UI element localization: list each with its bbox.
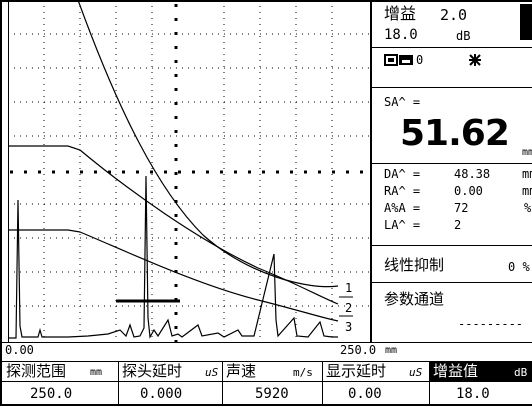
- sa-value: 51.62: [400, 113, 510, 154]
- sa-label: SA^ =: [384, 95, 421, 109]
- reject-label[interactable]: 线性抑制: [384, 256, 445, 274]
- dac-curve-3: [8, 229, 339, 322]
- gain-indicator: [520, 4, 532, 40]
- param-bar-mid: [0, 381, 532, 382]
- readout-ra-value: 0.00: [454, 184, 483, 198]
- channel-label[interactable]: 参数通道: [384, 290, 445, 308]
- readout-da-label: DA^ =: [384, 167, 421, 181]
- param-bar-top: [0, 361, 532, 362]
- sa-unit: mm: [522, 147, 532, 158]
- param-display-delay-label: 显示延时: [326, 362, 387, 380]
- reject-value[interactable]: 0 %: [508, 260, 530, 274]
- param-probe-delay-unit: uS: [205, 366, 219, 379]
- param-range-label: 探测范围: [6, 362, 67, 380]
- param-probe-delay-value[interactable]: 0.000: [140, 386, 183, 402]
- readout-la-value: 2: [454, 218, 462, 232]
- param-gain-label: 增益值: [433, 362, 479, 380]
- readout-ra-unit: mm: [522, 184, 532, 198]
- scope-left-border: [8, 0, 9, 342]
- dac-curve-2: [8, 145, 339, 305]
- readout-ra-label: RA^ =: [384, 184, 421, 198]
- readout-a-value: 72: [454, 201, 469, 215]
- param-velocity-unit: m/s: [293, 366, 313, 379]
- param-display-delay-header[interactable]: 显示延时 uS: [323, 362, 429, 381]
- echo-signal: [8, 175, 338, 339]
- param-velocity-label: 声速: [226, 362, 257, 380]
- readout-da-value: 48.38: [454, 167, 491, 181]
- curve-label-2: 2: [345, 301, 352, 315]
- freeze-icon: [469, 54, 481, 66]
- param-display-delay-unit: uS: [409, 366, 423, 379]
- readout-a-unit: %: [524, 201, 532, 215]
- curve-labels: 1 2 3: [345, 281, 352, 334]
- range-end: 250.0: [340, 343, 377, 357]
- scope-right-border: [370, 0, 372, 342]
- gain-label: 增益: [384, 4, 417, 23]
- param-range-header[interactable]: 探测范围 mm: [0, 362, 118, 381]
- range-start: 0.00: [5, 343, 34, 357]
- dac-curves: [8, 0, 339, 322]
- channel-value: ---------: [458, 317, 524, 331]
- param-gain-header[interactable]: 增益值 dB: [430, 362, 532, 381]
- param-range-value[interactable]: 250.0: [30, 386, 73, 402]
- param-display-delay-value[interactable]: 0.00: [348, 386, 382, 402]
- curve-label-1: 1: [345, 281, 352, 295]
- readout-da-unit: mm: [522, 167, 532, 181]
- range-unit: mm: [385, 345, 398, 356]
- param-velocity-header[interactable]: 声速 m/s: [223, 362, 322, 381]
- gain-unit: dB: [456, 29, 471, 43]
- param-gain-value[interactable]: 18.0: [456, 386, 490, 402]
- gain-value[interactable]: 2.0: [440, 6, 468, 24]
- param-probe-delay-label: 探头延时: [122, 362, 183, 380]
- center-crosshair: [10, 4, 370, 342]
- range-strip-top: [0, 342, 532, 343]
- probe-channel: 0: [416, 53, 424, 67]
- curve-label-3: 3: [345, 320, 352, 334]
- side-panel: 增益 2.0 18.0 dB 0 SA^ = 51.62 mm DA^ = 48…: [372, 0, 532, 342]
- param-velocity-value[interactable]: 5920: [255, 386, 289, 402]
- param-range-unit: mm: [90, 367, 103, 378]
- dac-curve-1: [77, 0, 339, 288]
- readout-a-label: A%A =: [384, 201, 421, 215]
- probe-icon: [384, 54, 413, 66]
- grid-lines: [8, 0, 370, 342]
- a-scan-display[interactable]: 1 2 3: [8, 0, 370, 342]
- param-gain-unit: dB: [514, 366, 528, 379]
- gain-base: 18.0: [384, 27, 418, 43]
- param-probe-delay-header[interactable]: 探头延时 uS: [119, 362, 222, 381]
- readout-la-label: LA^ =: [384, 218, 421, 232]
